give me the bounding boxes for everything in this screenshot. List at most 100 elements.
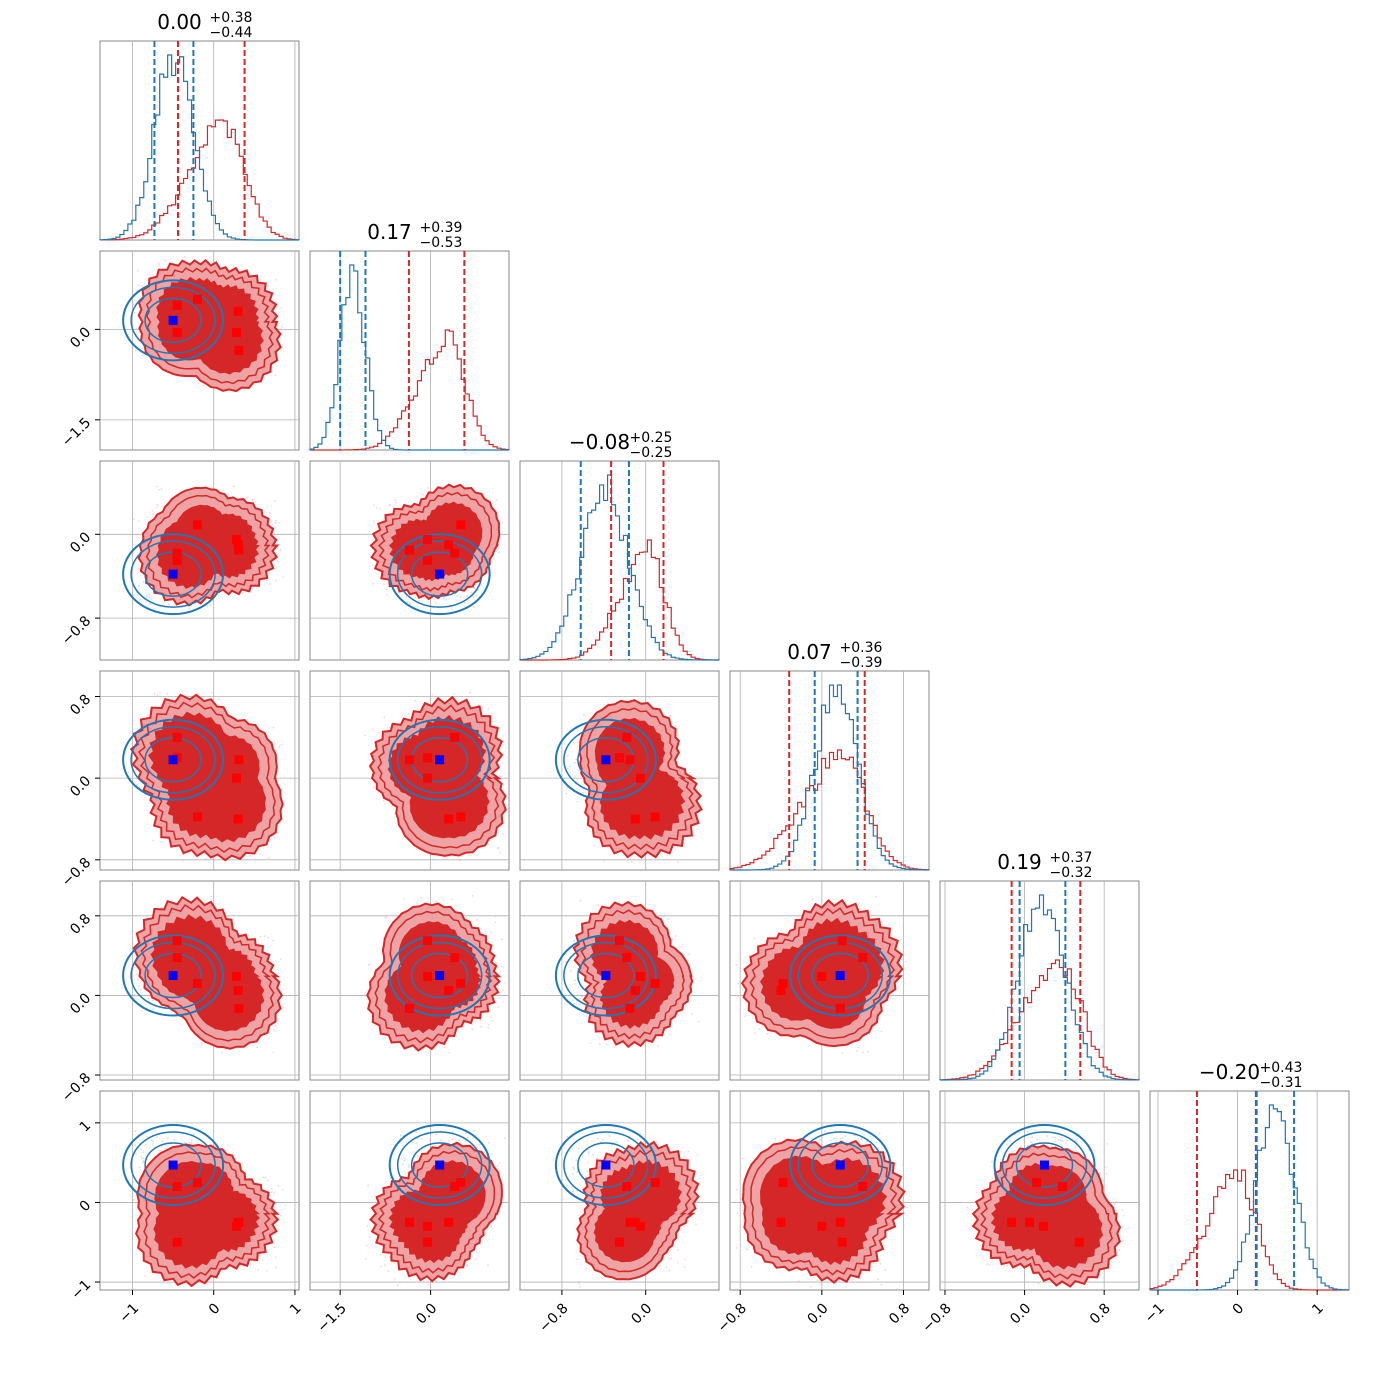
red-mode-marker bbox=[233, 306, 243, 316]
blue-sample bbox=[142, 1157, 145, 1160]
red-sample bbox=[275, 579, 277, 582]
red-sample bbox=[367, 964, 370, 967]
blue-sample bbox=[415, 1142, 418, 1144]
blue-center-marker bbox=[835, 1160, 845, 1170]
blue-sample bbox=[565, 792, 568, 795]
red-sample bbox=[279, 1214, 282, 1217]
red-sample bbox=[659, 1265, 662, 1267]
blue-sample bbox=[1026, 1130, 1029, 1133]
blue-center-marker bbox=[168, 315, 178, 325]
panel-3-1 bbox=[309, 670, 510, 871]
red-sample bbox=[480, 583, 483, 586]
red-mode-marker bbox=[172, 300, 182, 310]
red-sample bbox=[132, 975, 135, 977]
blue-sample bbox=[139, 988, 142, 991]
red-sample bbox=[282, 576, 285, 578]
red-sample bbox=[857, 1046, 860, 1049]
red-mode-marker bbox=[450, 548, 460, 558]
red-mode-marker bbox=[234, 545, 244, 555]
blue-sample bbox=[144, 600, 147, 603]
red-sample bbox=[280, 788, 283, 791]
red-sample bbox=[161, 1140, 164, 1143]
blue-sample bbox=[166, 1137, 169, 1139]
red-sample bbox=[160, 1149, 163, 1152]
red-sample bbox=[667, 918, 670, 921]
red-mode-marker bbox=[450, 732, 460, 742]
red-sample bbox=[982, 1187, 985, 1189]
red-sample bbox=[1012, 1149, 1015, 1152]
param-title-3: 0.07 bbox=[787, 640, 832, 664]
red-sample bbox=[495, 961, 497, 964]
red-sample bbox=[875, 895, 877, 898]
red-mode-marker bbox=[817, 972, 827, 982]
red-sample bbox=[396, 1284, 399, 1287]
red-sample bbox=[1120, 1240, 1123, 1243]
red-sample bbox=[680, 946, 683, 948]
blue-sample bbox=[209, 604, 212, 607]
param-title-4: 0.19 bbox=[997, 850, 1042, 874]
red-sample bbox=[152, 513, 155, 516]
red-sample bbox=[1037, 1282, 1040, 1285]
blue-sample bbox=[440, 1139, 443, 1142]
blue-sample bbox=[142, 1151, 145, 1154]
red-sample bbox=[797, 1280, 800, 1283]
red-sample bbox=[276, 560, 279, 563]
blue-sample bbox=[586, 1170, 589, 1172]
param-title-plus-4: +0.37 bbox=[1050, 850, 1093, 866]
blue-sample bbox=[151, 999, 154, 1002]
red-sample bbox=[156, 504, 159, 506]
blue-sample bbox=[408, 1164, 410, 1166]
blue-sample bbox=[626, 1140, 629, 1142]
red-sample bbox=[476, 1251, 479, 1254]
red-sample bbox=[266, 579, 268, 582]
red-contour-mid bbox=[378, 491, 493, 592]
blue-sample bbox=[824, 1130, 826, 1133]
blue-contour-inner bbox=[410, 551, 469, 597]
red-sample bbox=[267, 1179, 269, 1182]
blue-sample bbox=[463, 602, 466, 604]
red-mode-marker bbox=[776, 1217, 786, 1227]
red-sample bbox=[585, 1267, 588, 1270]
red-sample bbox=[275, 278, 277, 281]
red-sample bbox=[473, 587, 475, 590]
red-sample bbox=[666, 854, 669, 857]
red-sample bbox=[657, 1044, 660, 1047]
red-sample bbox=[695, 1223, 697, 1226]
red-sample bbox=[261, 1258, 264, 1261]
x-tick-label: −0.8 bbox=[536, 1300, 571, 1335]
red-sample bbox=[139, 598, 141, 601]
x-tick-label: 0.0 bbox=[413, 1300, 440, 1327]
blue-sample bbox=[573, 939, 575, 942]
red-mode-marker bbox=[635, 972, 645, 982]
panel-5-2: −0.8 0.0 bbox=[519, 1090, 720, 1336]
red-sample bbox=[157, 262, 160, 265]
red-sample bbox=[138, 1166, 141, 1169]
blue-sample bbox=[150, 598, 153, 601]
red-mode-marker bbox=[444, 1217, 454, 1227]
red-sample bbox=[385, 588, 388, 591]
blue-sample bbox=[442, 597, 445, 599]
blue-center-marker bbox=[435, 1160, 445, 1170]
x-tick-label: −1 bbox=[116, 1300, 142, 1326]
red-sample bbox=[268, 572, 271, 575]
red-mode-marker bbox=[625, 1003, 635, 1013]
red-sample bbox=[384, 1256, 387, 1258]
red-sample bbox=[497, 548, 500, 551]
red-sample bbox=[479, 1019, 482, 1022]
red-mode-marker bbox=[444, 814, 454, 824]
y-tick-label: −0.8 bbox=[59, 855, 94, 890]
red-sample bbox=[267, 936, 270, 939]
blue-sample bbox=[140, 1148, 142, 1151]
red-histogram bbox=[520, 539, 720, 661]
param-title-plus-1: +0.39 bbox=[420, 220, 463, 236]
red-sample bbox=[388, 726, 391, 729]
red-sample bbox=[981, 1256, 984, 1259]
red-mode-marker bbox=[192, 294, 202, 304]
red-sample bbox=[389, 504, 391, 507]
red-sample bbox=[403, 898, 406, 900]
red-mode-marker bbox=[650, 1178, 660, 1188]
blue-sample bbox=[573, 1002, 576, 1005]
red-mode-marker bbox=[234, 755, 244, 765]
red-sample bbox=[210, 895, 213, 898]
